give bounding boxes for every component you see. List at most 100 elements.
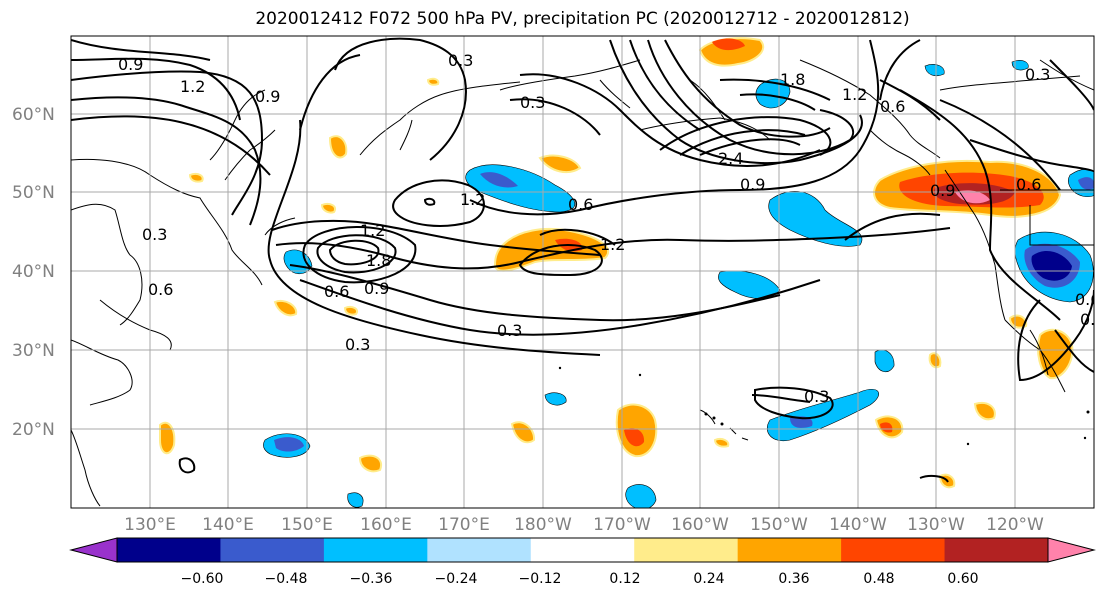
gridlines	[71, 36, 1094, 508]
contour-label: 0.6	[148, 280, 173, 299]
precip-area	[1011, 60, 1029, 71]
precip-area	[1008, 314, 1028, 329]
colorbar-segment	[737, 538, 842, 562]
contour-label: 0.3	[804, 387, 829, 406]
contour-label: 2.4	[718, 149, 743, 168]
colorbar-tick-label: −0.12	[519, 571, 562, 587]
contour-label: 0.6	[880, 97, 905, 116]
contour-label: 1.2	[842, 85, 867, 104]
contour-label: 1.2	[460, 190, 485, 209]
lat-label: 40°N	[12, 262, 55, 282]
contour-label: 0.9	[930, 181, 955, 200]
contour-label: 0.6	[1075, 290, 1100, 309]
lat-label: 30°N	[12, 341, 55, 361]
lon-label: 160°E	[360, 515, 412, 535]
colorbar-segment	[427, 538, 532, 562]
lat-axis: 60°N 50°N 40°N 30°N 20°N	[12, 105, 55, 440]
contour-label: 1.2	[360, 221, 385, 240]
contour-label: 0.9	[118, 55, 143, 74]
precip-area	[713, 437, 730, 448]
precip-area	[544, 392, 567, 406]
precip-area	[625, 484, 657, 508]
precip-area	[1078, 177, 1094, 190]
precip-area	[328, 135, 348, 159]
colorbar-segment	[220, 538, 325, 562]
colorbar-frame	[116, 537, 1049, 563]
pv-contours	[71, 37, 1094, 483]
map-panel: 0.9 1.2 0.9 0.3 0.3 0.3 0.6 0.9 2.4 1.8 …	[71, 36, 1105, 508]
precip-area	[924, 64, 945, 77]
colorbar-tick-label: −0.48	[265, 571, 308, 587]
precip-area	[358, 454, 383, 473]
lon-label: 130°W	[907, 515, 965, 535]
lon-label: 150°E	[281, 515, 333, 535]
colorbar-segment	[634, 538, 739, 562]
precip-area	[880, 422, 893, 433]
lon-label: 140°E	[202, 515, 254, 535]
lat-label: 20°N	[12, 420, 55, 440]
contour-label: 0.9	[740, 175, 765, 194]
contour-label: 0.3	[1025, 65, 1050, 84]
precip-area	[320, 202, 336, 214]
precip-area	[274, 437, 304, 452]
contour-label: 0.6	[324, 282, 349, 301]
contour-label: 0.9	[364, 279, 389, 298]
colorbar-arrow-high	[1047, 537, 1096, 563]
lon-label: 120°W	[986, 515, 1044, 535]
precip-area	[273, 300, 298, 317]
lon-label: 140°W	[829, 515, 887, 535]
precip-area	[480, 172, 518, 188]
precip-area	[188, 172, 204, 183]
precip-area	[768, 191, 863, 247]
colorbar-segment	[944, 538, 1049, 562]
colorbar-ticks: −0.60 −0.48 −0.36 −0.24 −0.12 0.12 0.24 …	[181, 571, 979, 587]
contour-label: 0.3	[497, 321, 522, 340]
map-title: 2020012412 F072 500 hPa PV, precipitatio…	[255, 9, 910, 29]
lon-label: 170°W	[593, 515, 651, 535]
contour-label: 1.8	[366, 251, 391, 270]
lon-label: 160°W	[671, 515, 729, 535]
contour-label: 0.3	[448, 51, 473, 70]
islands	[558, 366, 1090, 446]
precip-area	[955, 190, 990, 204]
map-frame	[70, 35, 1095, 509]
contour-label: 0.6	[568, 195, 593, 214]
lat-label: 50°N	[12, 183, 55, 203]
colorbar-tick-label: −0.60	[181, 571, 224, 587]
colorbar: −0.60 −0.48 −0.36 −0.24 −0.12 0.12 0.24 …	[69, 537, 1096, 587]
precip-area	[343, 305, 358, 316]
contour-label: 0.6	[1016, 175, 1041, 194]
colorbar-tick-label: 0.36	[778, 571, 809, 587]
colorbar-tick-label: −0.36	[350, 571, 393, 587]
lon-label: 170°E	[438, 515, 490, 535]
contour-label: 0.9	[255, 87, 280, 106]
precip-area	[712, 38, 745, 51]
contour-label: 1.8	[780, 70, 805, 89]
colorbar-segment	[323, 538, 428, 562]
precip-area	[159, 421, 176, 455]
contour-label: 0.3	[520, 93, 545, 112]
colorbar-tick-label: 0.24	[693, 571, 724, 587]
lat-label: 60°N	[12, 105, 55, 125]
colorbar-segment	[530, 538, 635, 562]
colorbar-segment	[841, 538, 946, 562]
contour-label: 0.9	[1080, 310, 1105, 329]
precip-area	[510, 421, 536, 444]
coastlines	[71, 59, 1094, 507]
precip-area	[1031, 251, 1072, 281]
contour-label: 1.2	[600, 235, 625, 254]
colorbar-tick-label: 0.12	[609, 571, 640, 587]
lon-label: 130°E	[124, 515, 176, 535]
colorbar-tick-label: −0.24	[435, 571, 478, 587]
precip-area	[973, 402, 996, 421]
contour-label: 0.3	[142, 225, 167, 244]
precip-area	[928, 352, 942, 369]
contour-labels: 0.9 1.2 0.9 0.3 0.3 0.3 0.6 0.9 2.4 1.8 …	[118, 51, 1105, 406]
contour-label: 0.3	[345, 335, 370, 354]
lon-axis: 130°E 140°E 150°E 160°E 170°E 180°W 170°…	[124, 515, 1044, 535]
precip-area	[624, 428, 645, 447]
precip-fills	[159, 37, 1094, 508]
colorbar-tick-label: 0.60	[947, 571, 978, 587]
lon-label: 150°W	[750, 515, 808, 535]
